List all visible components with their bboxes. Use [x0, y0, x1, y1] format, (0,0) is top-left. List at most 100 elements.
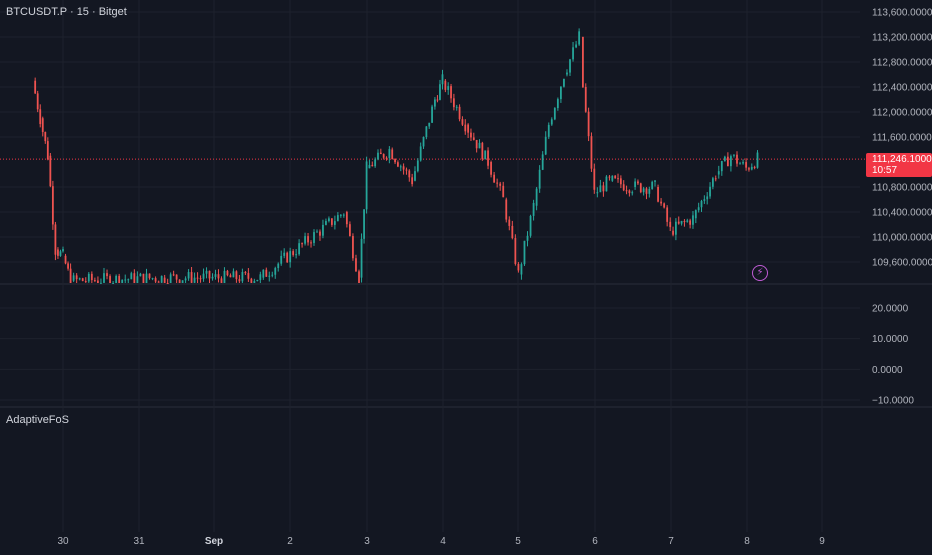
- candle-body: [295, 254, 298, 256]
- candle-body: [526, 235, 529, 241]
- price-axis-label: 111,600.0000: [872, 133, 932, 144]
- candle-body: [631, 192, 634, 194]
- indicator-title[interactable]: AdaptiveFoS: [6, 414, 69, 426]
- candle-body: [160, 275, 163, 283]
- price-axis-label: 113,200.0000: [872, 33, 932, 44]
- candle-body: [238, 279, 241, 282]
- time-axis-label: 30: [57, 536, 69, 547]
- candle-body: [692, 215, 694, 225]
- candle-body: [569, 59, 571, 73]
- candle-body: [587, 111, 590, 137]
- candle-body: [523, 240, 526, 265]
- candle-body: [602, 185, 605, 192]
- candle-body: [622, 184, 625, 191]
- candle-body: [256, 279, 259, 282]
- candle-body: [277, 263, 280, 269]
- candle-body: [674, 221, 677, 235]
- candle-body: [599, 185, 602, 193]
- candle-body: [247, 273, 250, 279]
- candle-body: [723, 156, 726, 162]
- price-axis-label: 110,800.0000: [872, 183, 932, 194]
- candle-body: [541, 154, 544, 170]
- candle-body: [34, 80, 37, 94]
- candle-body: [283, 252, 286, 256]
- candle-body: [133, 273, 136, 283]
- candle-body: [151, 278, 154, 280]
- candle-body: [241, 272, 244, 282]
- candle-body: [307, 236, 309, 243]
- candle-body: [663, 203, 666, 208]
- time-axis-label: 9: [819, 536, 825, 547]
- candle-body: [700, 200, 703, 208]
- candle-body: [730, 156, 732, 167]
- candle-body: [753, 166, 756, 168]
- candle-body: [458, 106, 461, 120]
- candle-body: [605, 176, 608, 192]
- candle-body: [467, 124, 470, 133]
- candle-body: [142, 273, 145, 283]
- candle-body: [634, 181, 636, 187]
- time-axis-label: 31: [133, 536, 145, 547]
- candle-body: [517, 263, 520, 271]
- candle-body: [709, 186, 711, 197]
- candle-body: [397, 162, 399, 167]
- candle-body: [611, 175, 614, 181]
- candle-body: [298, 243, 301, 255]
- candle-body: [686, 220, 689, 222]
- candle-body: [112, 283, 114, 284]
- candle-body: [648, 188, 651, 194]
- candle-body: [97, 280, 99, 283]
- symbol-title[interactable]: BTCUSDT.P · 15 · Bitget: [6, 6, 127, 18]
- candle-body: [628, 190, 631, 194]
- candle-body: [214, 274, 217, 277]
- candle-body: [714, 178, 717, 180]
- candle-body: [130, 273, 133, 280]
- candle-body: [325, 221, 327, 225]
- candle-body: [319, 231, 321, 236]
- candle-body: [584, 87, 587, 112]
- candle-body: [639, 183, 642, 193]
- candle-body: [608, 176, 611, 178]
- candle-body: [450, 86, 452, 99]
- candle-body: [411, 177, 414, 185]
- candle-body: [181, 280, 184, 283]
- candle-body: [593, 168, 596, 190]
- candle-body: [582, 37, 584, 88]
- candle-body: [496, 182, 499, 184]
- candle-body: [666, 207, 669, 222]
- candle-body: [169, 274, 172, 283]
- oscillator-axis-label: 20.0000: [872, 304, 909, 315]
- price-axis-label: 109,600.0000: [872, 258, 932, 269]
- candle-body: [328, 218, 330, 222]
- candle-body: [651, 181, 654, 189]
- candle-body: [365, 161, 368, 210]
- candle-body: [229, 275, 232, 278]
- flash-icon[interactable]: ⚡: [752, 265, 768, 281]
- candle-body: [118, 275, 121, 283]
- candle-body: [484, 150, 487, 160]
- candle-body: [660, 201, 662, 204]
- candle-body: [355, 258, 357, 272]
- candle-body: [103, 273, 105, 283]
- candle-body: [265, 269, 268, 277]
- candle-body: [193, 277, 196, 283]
- candle-body: [385, 157, 388, 159]
- candle-body: [499, 183, 502, 186]
- candle-body: [470, 132, 472, 138]
- candle-body: [535, 188, 538, 206]
- candle-body: [64, 255, 67, 264]
- price-axis-label: 112,800.0000: [872, 58, 932, 69]
- candle-body: [481, 142, 484, 160]
- candle-body: [416, 160, 419, 172]
- candle-body: [259, 274, 262, 280]
- candle-body: [331, 218, 333, 225]
- candle-body: [399, 166, 402, 168]
- candle-body: [431, 106, 433, 123]
- candle-body: [717, 171, 720, 175]
- candle-body: [232, 271, 235, 278]
- candle-body: [274, 268, 277, 275]
- candle-body: [69, 268, 72, 283]
- candle-body: [642, 188, 645, 193]
